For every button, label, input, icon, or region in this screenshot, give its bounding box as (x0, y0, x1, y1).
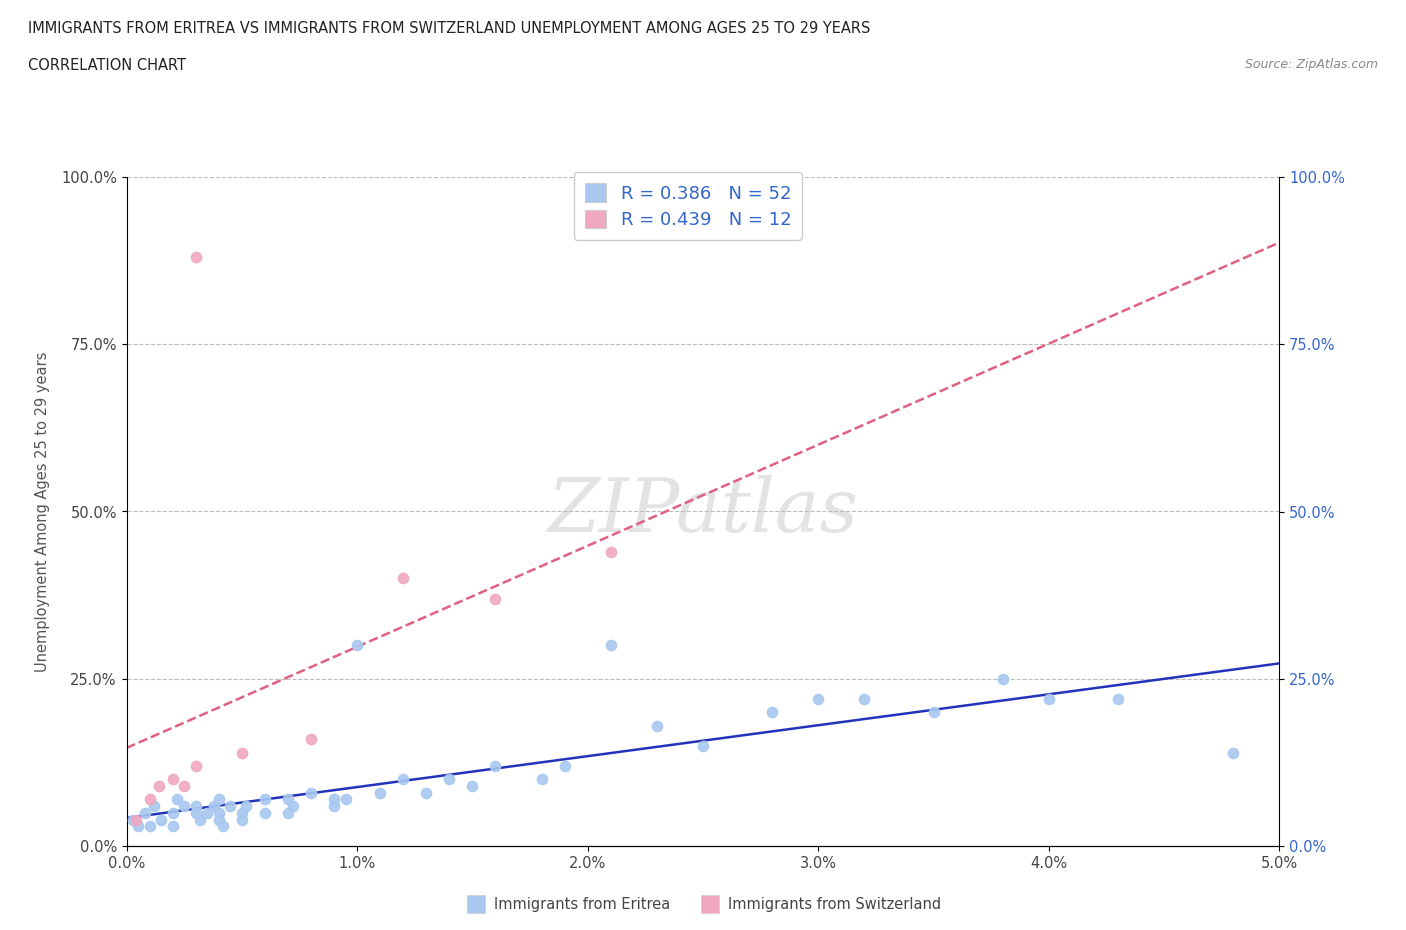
Point (143, 799, 166, 814)
Legend: Immigrants from Eritrea, Immigrants from Switzerland: Immigrants from Eritrea, Immigrants from… (458, 891, 948, 918)
Point (184, 759, 207, 774)
Point (162, 772, 184, 787)
Point (127, 818, 149, 833)
Point (761, 705, 783, 720)
Point (323, 799, 346, 814)
Point (208, 792, 231, 807)
Point (212, 818, 235, 833)
Point (415, 785, 437, 800)
Point (991, 671, 1014, 686)
Point (184, 799, 207, 814)
Point (1107, 692, 1129, 707)
Point (231, 805, 253, 820)
Point (125, 812, 148, 827)
Y-axis label: Unemployment Among Ages 25 to 29 years: Unemployment Among Ages 25 to 29 years (35, 352, 49, 671)
Point (166, 792, 188, 807)
Point (645, 718, 668, 733)
Point (1222, 745, 1244, 760)
Point (277, 805, 299, 820)
Point (138, 818, 160, 833)
Point (599, 544, 621, 559)
Point (692, 738, 714, 753)
Point (530, 772, 553, 787)
Point (202, 799, 225, 814)
Text: CORRELATION CHART: CORRELATION CHART (28, 58, 186, 73)
Point (253, 805, 276, 820)
Point (368, 785, 391, 800)
Point (195, 805, 218, 820)
Point (253, 792, 276, 807)
Point (335, 792, 357, 807)
Text: Source: ZipAtlas.com: Source: ZipAtlas.com (1244, 58, 1378, 71)
Point (184, 805, 207, 820)
Point (281, 799, 304, 814)
Point (231, 745, 253, 760)
Point (392, 571, 415, 586)
Point (323, 792, 346, 807)
Point (484, 759, 506, 774)
Point (299, 732, 322, 747)
Point (148, 778, 170, 793)
Legend: R = 0.386   N = 52, R = 0.439   N = 12: R = 0.386 N = 52, R = 0.439 N = 12 (574, 172, 801, 240)
Point (439, 772, 461, 787)
Point (162, 818, 184, 833)
Point (277, 792, 299, 807)
Point (173, 799, 195, 814)
Point (219, 799, 242, 814)
Point (299, 785, 322, 800)
Point (235, 799, 257, 814)
Point (392, 772, 415, 787)
Point (599, 638, 621, 653)
Point (208, 805, 231, 820)
Text: IMMIGRANTS FROM ERITREA VS IMMIGRANTS FROM SWITZERLAND UNEMPLOYMENT AMONG AGES 2: IMMIGRANTS FROM ERITREA VS IMMIGRANTS FR… (28, 21, 870, 36)
Point (150, 812, 173, 827)
Point (922, 705, 945, 720)
Point (188, 812, 211, 827)
Point (208, 812, 231, 827)
Point (346, 638, 368, 653)
Point (162, 805, 184, 820)
Point (138, 792, 160, 807)
Point (807, 692, 830, 707)
Point (554, 759, 576, 774)
Point (231, 812, 253, 827)
Point (134, 805, 156, 820)
Point (173, 778, 195, 793)
Point (122, 812, 145, 827)
Point (1038, 692, 1060, 707)
Point (461, 778, 484, 793)
Point (184, 249, 207, 264)
Point (484, 591, 506, 606)
Point (853, 692, 876, 707)
Text: ZIPatlas: ZIPatlas (547, 475, 859, 548)
